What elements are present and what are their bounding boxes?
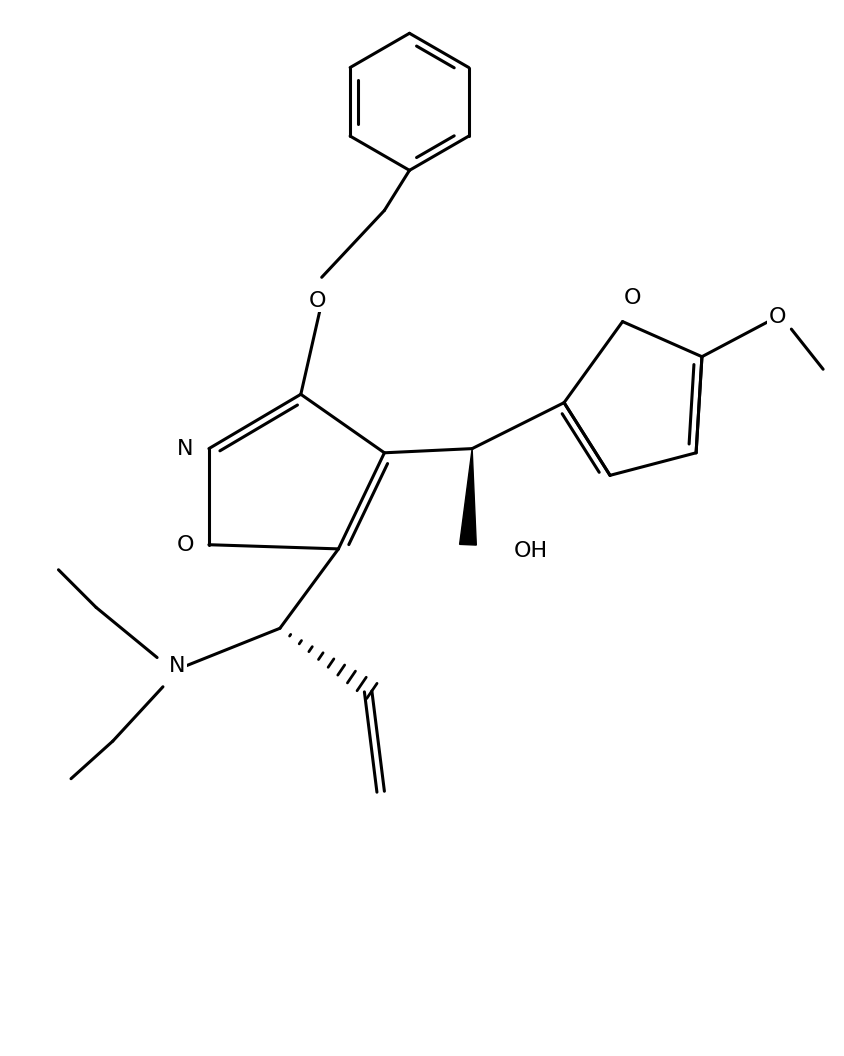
Text: N: N — [169, 656, 186, 676]
Text: O: O — [176, 534, 194, 554]
Text: O: O — [309, 290, 327, 310]
Text: O: O — [768, 307, 786, 327]
Polygon shape — [460, 449, 476, 545]
Text: O: O — [624, 288, 641, 308]
Text: N: N — [177, 438, 194, 458]
Text: OH: OH — [514, 542, 548, 562]
